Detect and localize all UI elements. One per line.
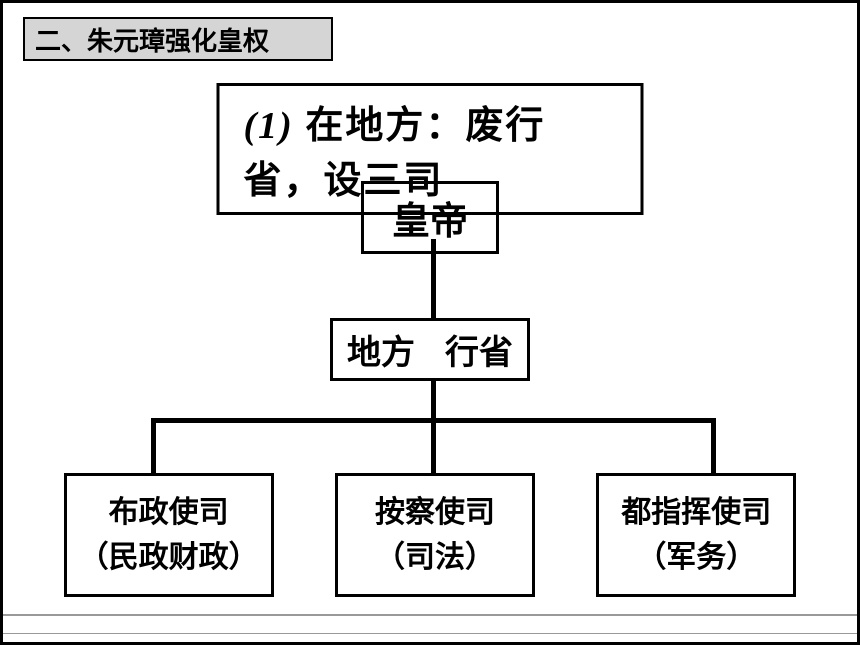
leaf-line1: 按察使司 [350,490,520,535]
connector-drop [151,421,156,473]
leaf-node: 按察使司 （司法） [335,473,535,597]
emperor-label: 皇帝 [392,201,468,243]
connector-drop [431,421,436,473]
slide-footer-rule [3,614,857,634]
leaf-line2: （民政财政） [79,535,259,580]
leaf-node: 都指挥使司 （军务） [596,473,796,597]
leaf-node: 布政使司 （民政财政） [64,473,274,597]
section-header: 二、朱元璋强化皇权 [23,17,333,61]
leaf-line2: （司法） [350,535,520,580]
leaf-line1: 都指挥使司 [611,490,781,535]
middle-right: 行省 [445,334,513,372]
leaf-line1: 布政使司 [79,490,259,535]
leaf-line2: （军务） [611,535,781,580]
connector-drop [711,421,716,473]
section-title: 二、朱元璋强化皇权 [35,21,269,58]
middle-node: 地方行省 [330,318,530,381]
leaf-row: 布政使司 （民政财政） 按察使司 （司法） 都指挥使司 （军务） [3,473,857,597]
subtitle-prefix: (1) [244,105,294,147]
connector-line [431,239,436,319]
middle-left: 地方 [347,334,415,372]
